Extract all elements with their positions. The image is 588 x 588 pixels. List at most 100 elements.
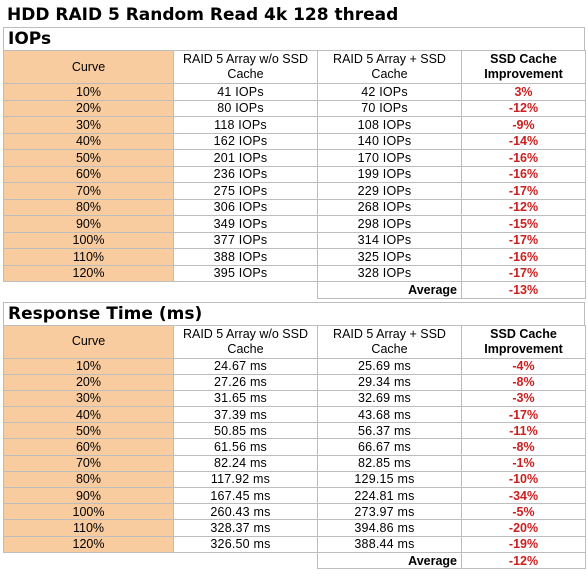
response-time-average-spacer [3, 551, 318, 569]
iops-row: 50% 201 IOPs 170 IOPs -16% [3, 149, 586, 167]
iops-improvement-cell: -9% [461, 116, 586, 134]
iops-without-cache-cell: 118 IOPs [173, 116, 318, 134]
response-time-table: Curve RAID 5 Array w/o SSD Cache RAID 5 … [3, 324, 586, 570]
response-time-curve-cell: 10% [3, 357, 174, 375]
iops-row: 80% 306 IOPs 268 IOPs -12% [3, 198, 586, 216]
iops-header-without-cache: RAID 5 Array w/o SSD Cache [173, 50, 318, 84]
response-time-improvement-cell: -19% [461, 535, 586, 553]
response-time-curve-cell: 70% [3, 454, 174, 472]
iops-without-cache-cell: 162 IOPs [173, 132, 318, 150]
iops-curve-cell: 110% [3, 248, 174, 266]
iops-with-cache-cell: 229 IOPs [317, 182, 462, 200]
response-time-row: 90% 167.45 ms 224.81 ms -34% [3, 486, 586, 505]
iops-row: 30% 118 IOPs 108 IOPs -9% [3, 116, 586, 134]
iops-improvement-cell: -17% [461, 182, 586, 200]
iops-average-row: Average -13% [3, 281, 586, 299]
response-time-without-cache-cell: 31.65 ms [173, 389, 318, 408]
response-time-without-cache-cell: 328.37 ms [173, 519, 318, 537]
iops-curve-cell: 100% [3, 231, 174, 249]
iops-without-cache-cell: 201 IOPs [173, 149, 318, 167]
iops-curve-cell: 70% [3, 182, 174, 200]
response-time-improvement-cell: -5% [461, 503, 586, 521]
iops-curve-cell: 60% [3, 165, 174, 183]
iops-with-cache-cell: 108 IOPs [317, 116, 462, 134]
iops-with-cache-cell: 42 IOPs [317, 83, 462, 101]
iops-row: 100% 377 IOPs 314 IOPs -17% [3, 231, 586, 249]
response-time-without-cache-cell: 326.50 ms [173, 535, 318, 553]
response-time-header-curve: Curve [3, 324, 174, 359]
response-time-row: 20% 27.26 ms 29.34 ms -8% [3, 373, 586, 391]
iops-header-curve: Curve [3, 50, 174, 84]
iops-curve-cell: 120% [3, 264, 174, 282]
iops-section-title: IOPs [3, 28, 585, 50]
iops-row: 110% 388 IOPs 325 IOPs -16% [3, 248, 586, 266]
response-time-with-cache-cell: 273.97 ms [317, 503, 462, 521]
response-time-improvement-cell: -10% [461, 470, 586, 489]
response-time-curve-cell: 120% [3, 535, 174, 553]
response-time-row: 10% 24.67 ms 25.69 ms -4% [3, 357, 586, 375]
response-time-with-cache-cell: 25.69 ms [317, 357, 462, 375]
iops-improvement-cell: -12% [461, 99, 586, 117]
response-time-without-cache-cell: 82.24 ms [173, 454, 318, 472]
response-time-with-cache-cell: 32.69 ms [317, 389, 462, 408]
iops-curve-cell: 40% [3, 132, 174, 150]
response-time-without-cache-cell: 50.85 ms [173, 422, 318, 440]
iops-without-cache-cell: 306 IOPs [173, 198, 318, 216]
response-time-improvement-cell: -1% [461, 454, 586, 472]
response-time-curve-cell: 110% [3, 519, 174, 537]
response-time-curve-cell: 20% [3, 373, 174, 391]
iops-row: 20% 80 IOPs 70 IOPs -12% [3, 99, 586, 117]
iops-without-cache-cell: 395 IOPs [173, 264, 318, 282]
response-time-curve-cell: 90% [3, 486, 174, 505]
response-time-row: 110% 328.37 ms 394.86 ms -20% [3, 519, 586, 537]
iops-curve-cell: 50% [3, 149, 174, 167]
response-time-without-cache-cell: 167.45 ms [173, 486, 318, 505]
iops-with-cache-cell: 140 IOPs [317, 132, 462, 150]
iops-with-cache-cell: 328 IOPs [317, 264, 462, 282]
response-time-header-with-cache: RAID 5 Array + SSD Cache [317, 324, 462, 359]
response-time-with-cache-cell: 129.15 ms [317, 470, 462, 489]
response-time-with-cache-cell: 29.34 ms [317, 373, 462, 391]
sheet-title: HDD RAID 5 Random Read 4k 128 thread [3, 3, 585, 28]
iops-average-label: Average [317, 281, 462, 299]
response-time-header-without-cache: RAID 5 Array w/o SSD Cache [173, 324, 318, 359]
iops-without-cache-cell: 377 IOPs [173, 231, 318, 249]
response-time-curve-cell: 100% [3, 503, 174, 521]
iops-row: 90% 349 IOPs 298 IOPs -15% [3, 215, 586, 233]
response-time-improvement-cell: -34% [461, 486, 586, 505]
iops-with-cache-cell: 199 IOPs [317, 165, 462, 183]
iops-with-cache-cell: 170 IOPs [317, 149, 462, 167]
iops-row: 10% 41 IOPs 42 IOPs 3% [3, 83, 586, 101]
response-time-average-value: -12% [461, 551, 586, 570]
response-time-without-cache-cell: 61.56 ms [173, 438, 318, 456]
iops-improvement-cell: -17% [461, 264, 586, 282]
response-time-improvement-cell: -3% [461, 389, 586, 408]
response-time-row: 70% 82.24 ms 82.85 ms -1% [3, 454, 586, 472]
iops-without-cache-cell: 236 IOPs [173, 165, 318, 183]
response-time-improvement-cell: -11% [461, 422, 586, 440]
iops-header-improvement: SSD Cache Improvement [461, 50, 586, 84]
iops-with-cache-cell: 325 IOPs [317, 248, 462, 266]
response-time-improvement-cell: -20% [461, 519, 586, 537]
response-time-row: 40% 37.39 ms 43.68 ms -17% [3, 406, 586, 424]
response-time-without-cache-cell: 37.39 ms [173, 406, 318, 424]
response-time-curve-cell: 50% [3, 422, 174, 440]
iops-average-spacer [3, 281, 318, 298]
response-time-with-cache-cell: 394.86 ms [317, 519, 462, 537]
response-time-without-cache-cell: 24.67 ms [173, 357, 318, 375]
response-time-average-label: Average [317, 551, 462, 570]
iops-row: 120% 395 IOPs 328 IOPs -17% [3, 264, 586, 282]
response-time-average-row: Average -12% [3, 551, 586, 570]
response-time-row: 120% 326.50 ms 388.44 ms -19% [3, 535, 586, 553]
response-time-with-cache-cell: 82.85 ms [317, 454, 462, 472]
response-time-curve-cell: 30% [3, 389, 174, 408]
response-time-header-row: Curve RAID 5 Array w/o SSD Cache RAID 5 … [3, 324, 586, 359]
response-time-row: 100% 260.43 ms 273.97 ms -5% [3, 503, 586, 521]
iops-improvement-cell: -17% [461, 231, 586, 249]
iops-curve-cell: 90% [3, 215, 174, 233]
response-time-improvement-cell: -4% [461, 357, 586, 375]
response-time-with-cache-cell: 43.68 ms [317, 406, 462, 424]
response-time-with-cache-cell: 224.81 ms [317, 486, 462, 505]
iops-row: 40% 162 IOPs 140 IOPs -14% [3, 132, 586, 150]
